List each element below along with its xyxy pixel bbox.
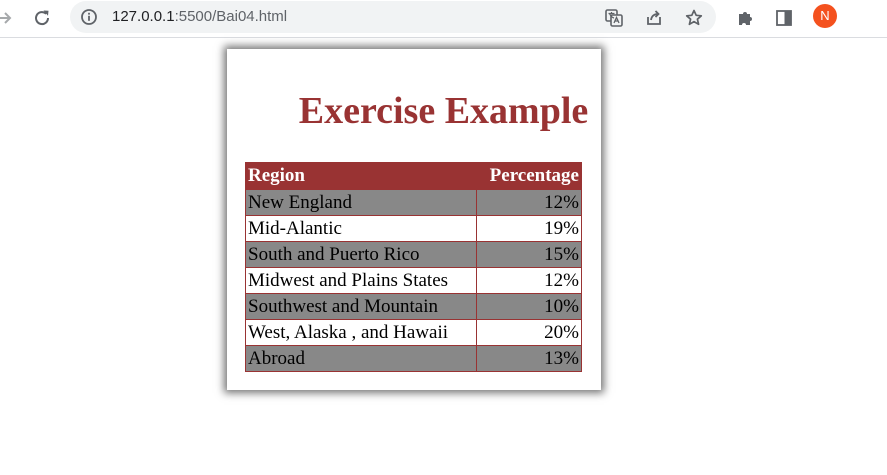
region-cell: Midwest and Plains States xyxy=(245,267,477,294)
share-icon[interactable] xyxy=(643,7,665,29)
info-icon[interactable] xyxy=(80,8,98,26)
table-row: South and Puerto Rico 15% xyxy=(245,241,582,268)
percentage-cell: 19% xyxy=(476,215,582,242)
region-cell: Southwest and Mountain xyxy=(245,293,477,320)
table-row: Midwest and Plains States 12% xyxy=(245,267,582,294)
table-row: Mid-Alantic 19% xyxy=(245,215,582,242)
star-icon[interactable] xyxy=(683,7,705,29)
translate-icon[interactable] xyxy=(603,7,625,29)
table-row: West, Alaska , and Hawaii 20% xyxy=(245,319,582,346)
region-cell: New England xyxy=(245,189,477,216)
side-panel-icon[interactable] xyxy=(772,6,796,30)
region-cell: Abroad xyxy=(245,345,477,372)
percentage-cell: 10% xyxy=(476,293,582,320)
url-path: :5500/Bai04.html xyxy=(174,8,288,25)
address-bar[interactable]: 127.0.0.1:5500/Bai04.html xyxy=(70,1,716,33)
region-table: Region Percentage New England 12% Mid-Al… xyxy=(245,162,582,372)
region-cell: West, Alaska , and Hawaii xyxy=(245,319,477,346)
puzzle-icon[interactable] xyxy=(733,6,757,30)
column-header-percentage: Percentage xyxy=(476,162,582,190)
percentage-cell: 13% xyxy=(476,345,582,372)
table-row: Abroad 13% xyxy=(245,345,582,372)
browser-toolbar: 127.0.0.1:5500/Bai04.html xyxy=(0,0,887,38)
forward-arrow-icon[interactable] xyxy=(0,6,16,30)
reload-icon[interactable] xyxy=(30,6,54,30)
table-header-row: Region Percentage xyxy=(245,162,582,190)
percentage-cell: 15% xyxy=(476,241,582,268)
region-cell: Mid-Alantic xyxy=(245,215,477,242)
percentage-cell: 20% xyxy=(476,319,582,346)
table-row: Southwest and Mountain 10% xyxy=(245,293,582,320)
profile-avatar[interactable]: N xyxy=(813,4,837,28)
url-host: 127.0.0.1 xyxy=(112,8,175,25)
url-text[interactable]: 127.0.0.1:5500/Bai04.html xyxy=(112,7,287,27)
percentage-cell: 12% xyxy=(476,267,582,294)
page-title: Exercise Example xyxy=(298,90,589,132)
region-cell: South and Puerto Rico xyxy=(245,241,477,268)
column-header-region: Region xyxy=(245,162,477,190)
percentage-cell: 12% xyxy=(476,189,582,216)
table-row: New England 12% xyxy=(245,189,582,216)
